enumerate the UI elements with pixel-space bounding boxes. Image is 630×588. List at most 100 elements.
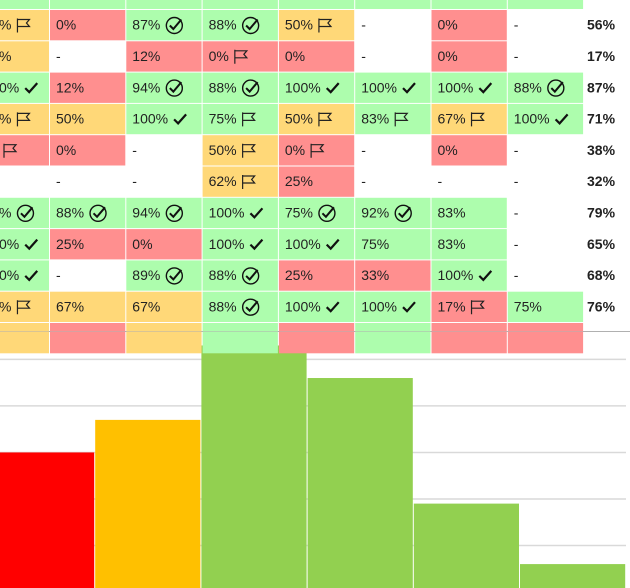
table-cell <box>278 323 355 354</box>
row-total: 32% <box>587 173 616 189</box>
table-cell <box>0 41 49 72</box>
table-cell <box>0 229 49 260</box>
table-cell <box>507 10 584 41</box>
cell-text: - <box>56 48 61 64</box>
cell-text: 67% <box>132 298 160 314</box>
check-icon <box>478 270 493 282</box>
cell-text: 0% <box>285 142 305 158</box>
table-cell <box>507 323 584 354</box>
cell-text: 12% <box>132 48 160 64</box>
table-cell <box>355 72 431 103</box>
table-cell <box>431 323 507 354</box>
cell-text: 0% <box>438 142 458 158</box>
table-cell <box>431 72 507 103</box>
flag-icon <box>16 112 31 127</box>
cell-text: 0% <box>0 267 19 283</box>
cell-text: - <box>514 236 519 252</box>
cell-text: 88% <box>209 298 237 314</box>
cell-text: 50% <box>285 17 313 33</box>
check-circle-icon <box>89 204 107 223</box>
table-cell <box>50 72 126 103</box>
table-row <box>0 323 584 354</box>
table-cell <box>431 103 507 135</box>
cell-text: 0% <box>285 48 305 64</box>
table-cell <box>355 10 431 41</box>
table-cell <box>355 323 431 354</box>
table-cell <box>126 323 202 354</box>
cell-text: 33% <box>361 267 389 283</box>
cell-text: 50% <box>285 111 313 127</box>
table-cell <box>278 135 355 166</box>
table-cell <box>0 323 49 354</box>
table-cell <box>278 260 355 291</box>
table-cell <box>202 135 278 166</box>
flag-icon <box>394 112 409 127</box>
cell-text: 88% <box>514 79 542 95</box>
table: % 0% 87% 88% 50% - 0% - 56%% - 12% 0% 0% - 0% - 17% 0% 12%… <box>0 0 616 354</box>
flag-icon <box>3 143 18 158</box>
table-cell <box>278 166 355 197</box>
cell-text: 100% <box>361 79 397 95</box>
check-circle-icon <box>165 79 184 97</box>
table-cell <box>278 41 355 72</box>
check-circle-icon <box>16 204 35 223</box>
table-cell <box>202 323 278 354</box>
table-cell <box>355 260 431 291</box>
table-cell <box>0 10 49 41</box>
table-cell <box>507 72 584 103</box>
table-cell <box>126 10 202 41</box>
table-cell <box>202 103 278 135</box>
table-cell <box>507 229 584 260</box>
cell-text: - <box>514 142 519 158</box>
flag-icon <box>470 300 485 315</box>
table-row <box>0 0 584 9</box>
table-cell <box>0 103 49 135</box>
cell-text: 88% <box>56 205 84 221</box>
table-cell <box>126 72 202 103</box>
cell-text: - <box>132 173 137 189</box>
table-cell <box>278 103 355 135</box>
table-row: % 50% 100% 75% 50% 83% 67% 100% 71% <box>0 103 616 135</box>
cell-text: 67% <box>56 298 84 314</box>
table-cell <box>202 291 278 322</box>
flag-icon <box>242 143 256 158</box>
table-cell <box>431 41 507 72</box>
table-cell <box>0 0 49 9</box>
table-row: 0% - 50% 0% - 0% - 38% <box>0 135 616 166</box>
table-cell <box>126 166 202 197</box>
cell-text: 100% <box>209 236 245 252</box>
table-cell <box>126 291 202 322</box>
table-cell <box>355 135 431 166</box>
table-cell <box>0 135 49 166</box>
cell-text: 75% <box>285 205 313 221</box>
table-cell <box>50 291 126 322</box>
check-circle-icon <box>241 79 260 97</box>
table-cell <box>50 260 126 291</box>
row-total: 65% <box>587 236 616 252</box>
check-icon <box>92 206 106 219</box>
cell-text: % <box>0 48 11 64</box>
check-icon <box>24 82 39 94</box>
table-cell <box>507 103 584 135</box>
cell-text: 50% <box>56 111 84 127</box>
cell-text: - <box>361 173 366 189</box>
check-icon <box>398 206 411 219</box>
table-cell <box>0 166 49 197</box>
table-cell <box>278 229 355 260</box>
table-cell <box>202 10 278 41</box>
cell-text: % <box>0 205 11 221</box>
flag-icon <box>470 112 485 127</box>
check-icon <box>325 238 340 251</box>
check-icon <box>245 269 259 281</box>
cell-text: 75% <box>361 236 389 252</box>
bar <box>201 345 307 588</box>
check-circle-icon <box>241 267 260 285</box>
table-cell <box>507 197 584 229</box>
check-icon <box>20 206 34 219</box>
check-circle-icon <box>241 16 260 35</box>
table-cell <box>507 291 584 322</box>
cell-text: 100% <box>438 79 474 95</box>
table-cell <box>355 197 431 229</box>
table-cell <box>431 10 507 41</box>
table-cell <box>278 291 355 322</box>
